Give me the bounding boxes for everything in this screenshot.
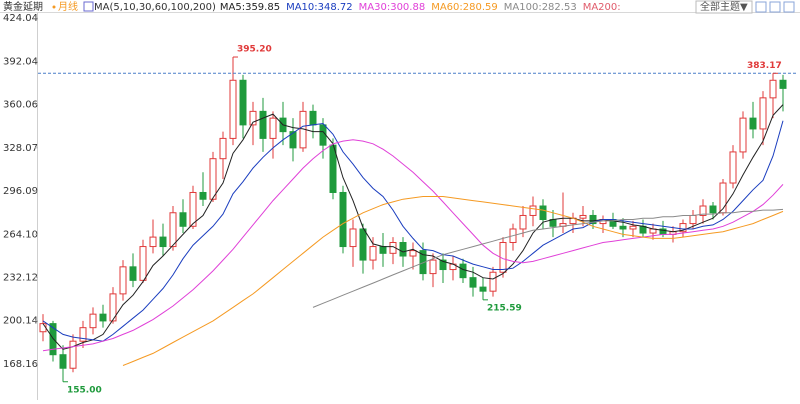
candle-body [479, 286, 487, 292]
y-tick-label: 200.14 [3, 316, 38, 327]
candle-body [769, 79, 777, 99]
candle-body [749, 117, 757, 130]
zoom-in-icon[interactable] [755, 1, 767, 13]
candle-body [349, 228, 357, 248]
period: 月线 [58, 0, 78, 13]
candle-body [739, 117, 747, 153]
candle-body [39, 323, 47, 333]
candle-body [69, 340, 77, 369]
y-tick-label: 296.09 [3, 186, 38, 197]
y-tick-label: 264.10 [3, 229, 38, 240]
candle-body [289, 131, 297, 149]
legend-entry: MA5:359.85 [220, 2, 280, 13]
theme-button-label: 全部主题▼ [700, 0, 748, 13]
annotation-label: 155.00 [67, 385, 102, 395]
candle-body [409, 250, 417, 257]
candle-body [589, 214, 597, 225]
candle-body [199, 191, 207, 200]
candle-body [99, 313, 107, 322]
candle-body [699, 205, 707, 216]
y-tick-label: 232.12 [3, 272, 38, 283]
theme-button[interactable] [695, 0, 753, 14]
legend-entry: MA100:282.53 [504, 2, 577, 13]
candle-body [399, 242, 407, 257]
candle-body [129, 266, 137, 281]
candle-body [579, 214, 587, 219]
candle-body [229, 79, 237, 139]
y-tick-label: 360.06 [3, 100, 38, 111]
candle-body [429, 259, 437, 275]
candle-body [159, 236, 167, 248]
annotation-label: 395.20 [237, 45, 272, 55]
candle-body [709, 205, 717, 214]
candle-body [759, 97, 767, 130]
candle-body [529, 205, 537, 216]
y-tick-label: 168.16 [3, 359, 38, 370]
y-tick-label: 424.04 [3, 13, 38, 24]
candle-body [369, 246, 377, 261]
ma-line [122, 196, 784, 366]
ma-line [42, 104, 784, 350]
candle-body [59, 354, 67, 369]
legend-entry: MA60:280.59 [431, 2, 498, 13]
candle-body [109, 293, 117, 322]
candle-body [519, 214, 527, 230]
ma-line [42, 120, 784, 342]
legend-entry: MA10:348.72 [286, 2, 353, 13]
candle-body [209, 158, 217, 200]
candle-body [259, 110, 267, 139]
fullscreen-icon[interactable] [783, 1, 795, 13]
annotation-label: 383.17 [747, 61, 782, 71]
period-dot [52, 5, 56, 9]
candle-body [269, 117, 277, 139]
candle-body [189, 191, 197, 227]
candle-body [729, 151, 737, 184]
candle-body [239, 79, 247, 126]
zoom-out-icon[interactable] [769, 1, 781, 13]
candle-body [629, 225, 637, 230]
legend-entry: MA200: [583, 2, 621, 13]
y-tick-label: 328.07 [3, 143, 38, 154]
candle-body [359, 228, 367, 261]
ma-checkbox[interactable] [83, 1, 94, 12]
candle-body [779, 79, 787, 89]
candle-body [309, 110, 317, 126]
candle-body [169, 212, 177, 248]
candle-body [619, 225, 627, 230]
y-tick-label: 392.04 [3, 56, 38, 67]
candle-body [319, 124, 327, 146]
candle-body [149, 236, 157, 248]
candle-body [339, 191, 347, 248]
candle-body [139, 246, 147, 281]
candle-body [379, 246, 387, 254]
candle-body [489, 271, 497, 292]
chart-title: 黄金延期 [3, 0, 43, 13]
candle-body [469, 277, 477, 288]
candle-body [89, 313, 97, 329]
candle-body [79, 327, 87, 342]
candle-body [459, 263, 467, 279]
ma-line [42, 139, 784, 352]
candle-body [249, 110, 257, 126]
ma-line [312, 208, 784, 308]
candle-body [219, 137, 227, 160]
candle-body [179, 212, 187, 227]
annotation-label: 215.59 [487, 303, 522, 313]
legend-entry: MA30:300.88 [359, 2, 426, 13]
candle-body [689, 214, 697, 225]
candle-body [439, 259, 447, 271]
ma-label: MA(5,10,30,60,100,200) [94, 2, 216, 13]
candle-body [539, 205, 547, 221]
candle-body [119, 266, 127, 295]
candle-body [679, 223, 687, 233]
